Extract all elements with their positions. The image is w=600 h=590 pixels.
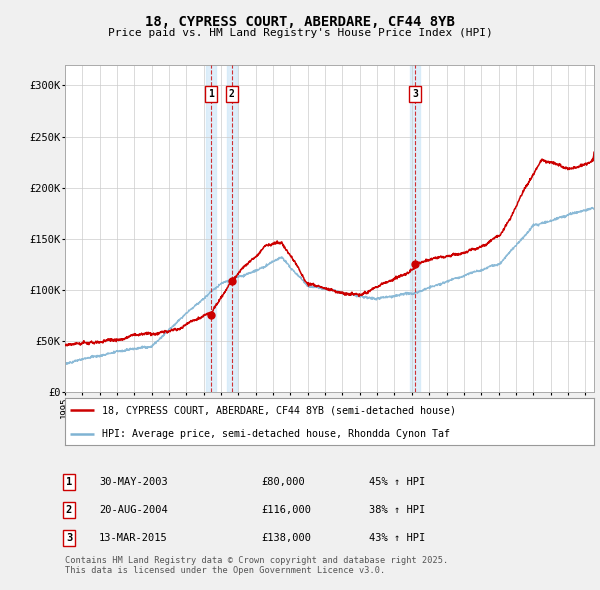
Bar: [227, 65, 237, 392]
Text: £80,000: £80,000: [261, 477, 305, 487]
Text: 43% ↑ HPI: 43% ↑ HPI: [369, 533, 425, 543]
Text: 45% ↑ HPI: 45% ↑ HPI: [369, 477, 425, 487]
Text: 38% ↑ HPI: 38% ↑ HPI: [369, 505, 425, 515]
Text: 1: 1: [208, 89, 214, 99]
Text: 18, CYPRESS COURT, ABERDARE, CF44 8YB: 18, CYPRESS COURT, ABERDARE, CF44 8YB: [145, 15, 455, 29]
Text: 20-AUG-2004: 20-AUG-2004: [99, 505, 168, 515]
Text: 2: 2: [66, 505, 72, 515]
Text: 1: 1: [66, 477, 72, 487]
Text: 13-MAR-2015: 13-MAR-2015: [99, 533, 168, 543]
Text: Contains HM Land Registry data © Crown copyright and database right 2025.
This d: Contains HM Land Registry data © Crown c…: [65, 556, 448, 575]
Text: HPI: Average price, semi-detached house, Rhondda Cynon Taf: HPI: Average price, semi-detached house,…: [102, 429, 450, 438]
Bar: [206, 65, 216, 392]
Text: 2: 2: [229, 89, 235, 99]
Text: 18, CYPRESS COURT, ABERDARE, CF44 8YB (semi-detached house): 18, CYPRESS COURT, ABERDARE, CF44 8YB (s…: [102, 405, 456, 415]
Bar: [410, 65, 421, 392]
Text: Price paid vs. HM Land Registry's House Price Index (HPI): Price paid vs. HM Land Registry's House …: [107, 28, 493, 38]
Text: 3: 3: [412, 89, 418, 99]
Text: £116,000: £116,000: [261, 505, 311, 515]
Text: 30-MAY-2003: 30-MAY-2003: [99, 477, 168, 487]
Text: 3: 3: [66, 533, 72, 543]
Text: £138,000: £138,000: [261, 533, 311, 543]
